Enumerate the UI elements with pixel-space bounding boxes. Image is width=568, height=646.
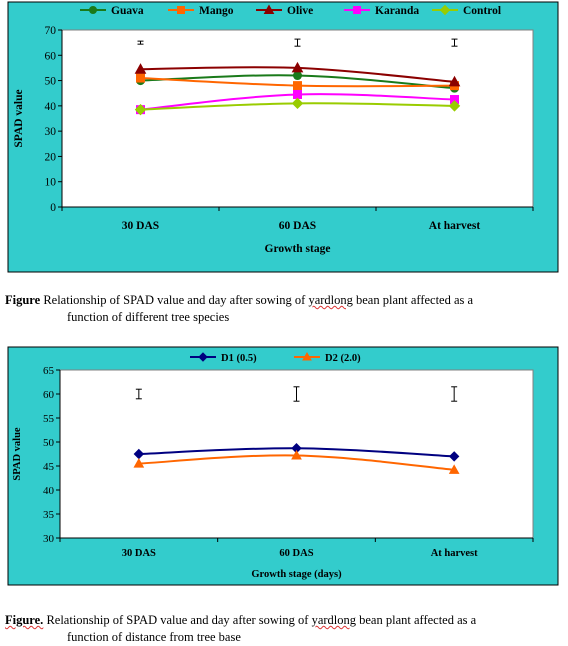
caption-text: Relationship of SPAD value and day after… <box>40 293 309 307</box>
caption-text-end: bean plant affected as a <box>356 613 477 627</box>
x-tick-label: At harvest <box>429 220 481 232</box>
y-tick-label: 30 <box>45 126 57 138</box>
legend-entry: D1 (0.5) <box>190 352 257 364</box>
legend-marker <box>439 4 451 16</box>
legend-marker <box>89 6 97 14</box>
error-bar <box>293 386 300 402</box>
legend-entry: Control <box>432 4 501 17</box>
y-tick-label: 35 <box>43 509 55 521</box>
legend-marker <box>177 6 185 14</box>
data-point <box>291 449 302 460</box>
error-bar <box>451 386 458 402</box>
caption-text: Relationship of SPAD value and day after… <box>43 613 312 627</box>
caption-word: yardlong <box>308 293 353 307</box>
legend-entry: D2 (2.0) <box>294 351 361 364</box>
x-tick-label: At harvest <box>431 548 478 559</box>
error-bar <box>137 40 144 45</box>
caption-label: Figure. <box>5 613 44 627</box>
x-tick-label: 30 DAS <box>122 220 159 232</box>
legend-entry: Guava <box>80 5 144 17</box>
data-point <box>291 97 304 110</box>
legend-entry: Olive <box>256 4 313 17</box>
legend-label: Olive <box>287 5 313 17</box>
data-point <box>448 75 461 87</box>
data-point <box>293 89 302 99</box>
error-bar <box>294 38 301 47</box>
caption-line-2: function of different tree species <box>67 310 230 324</box>
y-tick-label: 20 <box>45 151 57 163</box>
legend-marker <box>353 6 361 14</box>
y-tick-label: 0 <box>50 202 56 214</box>
legend-entry: Karanda <box>344 5 419 17</box>
legend-label: Mango <box>199 5 234 17</box>
y-axis-label: SPAD value <box>13 89 25 147</box>
data-point <box>291 61 304 73</box>
caption-line-2: function of distance from tree base <box>67 630 241 644</box>
caption-text-end: bean plant affected as a <box>352 293 474 307</box>
data-point <box>448 464 460 474</box>
legend-label: Karanda <box>375 5 419 17</box>
error-bar <box>451 38 458 47</box>
chart-distance: 30 35 40 45 50 55 60 65 30 DAS 60 DAS At harvest Gr… <box>7 346 559 586</box>
chart-tree-species: 0 10 20 30 40 50 60 70 30 DAS 60 DAS At harvest Gro… <box>7 1 559 273</box>
error-bar <box>135 388 142 400</box>
y-tick-label: 65 <box>43 365 55 377</box>
legend-marker <box>263 4 275 14</box>
legend-entry: Mango <box>168 5 234 17</box>
y-tick-label: 40 <box>45 101 57 113</box>
y-tick-label: 45 <box>43 461 55 473</box>
x-tick-label: 30 DAS <box>122 548 156 559</box>
x-axis-label: Growth stage (days) <box>251 569 342 580</box>
plot-area <box>61 29 534 208</box>
legend-label: D1 (0.5) <box>221 353 257 364</box>
data-point <box>134 63 147 74</box>
legend-marker <box>302 351 312 361</box>
data-point <box>136 73 145 83</box>
y-tick-label: 60 <box>45 50 57 62</box>
x-tick-label: 60 DAS <box>279 220 316 232</box>
y-tick-label: 70 <box>45 25 57 37</box>
x-tick-label: 60 DAS <box>279 548 313 559</box>
caption-label: Figure <box>5 293 41 307</box>
series-d2-2-0 <box>133 449 460 474</box>
x-axis-label: Growth stage <box>265 243 331 255</box>
series-d1-0-5 <box>133 443 460 462</box>
legend-label: Guava <box>111 5 144 17</box>
y-tick-label: 50 <box>45 76 57 88</box>
data-point <box>293 71 302 81</box>
data-point <box>133 458 145 468</box>
legend-label: D2 (2.0) <box>325 353 361 364</box>
caption-word: yardlong <box>311 613 356 627</box>
data-point <box>134 103 147 116</box>
y-tick-label: 30 <box>43 533 55 545</box>
figure-caption-2: Figure. Relationship of SPAD value and d… <box>5 612 560 646</box>
y-tick-label: 60 <box>43 389 55 401</box>
legend-marker <box>198 352 208 362</box>
y-tick-label: 55 <box>43 413 55 425</box>
data-point <box>448 451 460 462</box>
y-axis-label: SPAD value <box>12 427 23 481</box>
y-tick-label: 50 <box>43 437 55 449</box>
y-tick-label: 40 <box>43 485 55 497</box>
figure-caption-1: Figure Relationship of SPAD value and da… <box>5 292 560 326</box>
y-tick-label: 10 <box>45 177 57 189</box>
series-olive <box>134 61 461 87</box>
series-control <box>134 97 461 116</box>
data-point <box>448 100 461 112</box>
legend-label: Control <box>463 5 501 17</box>
data-point <box>293 81 302 91</box>
